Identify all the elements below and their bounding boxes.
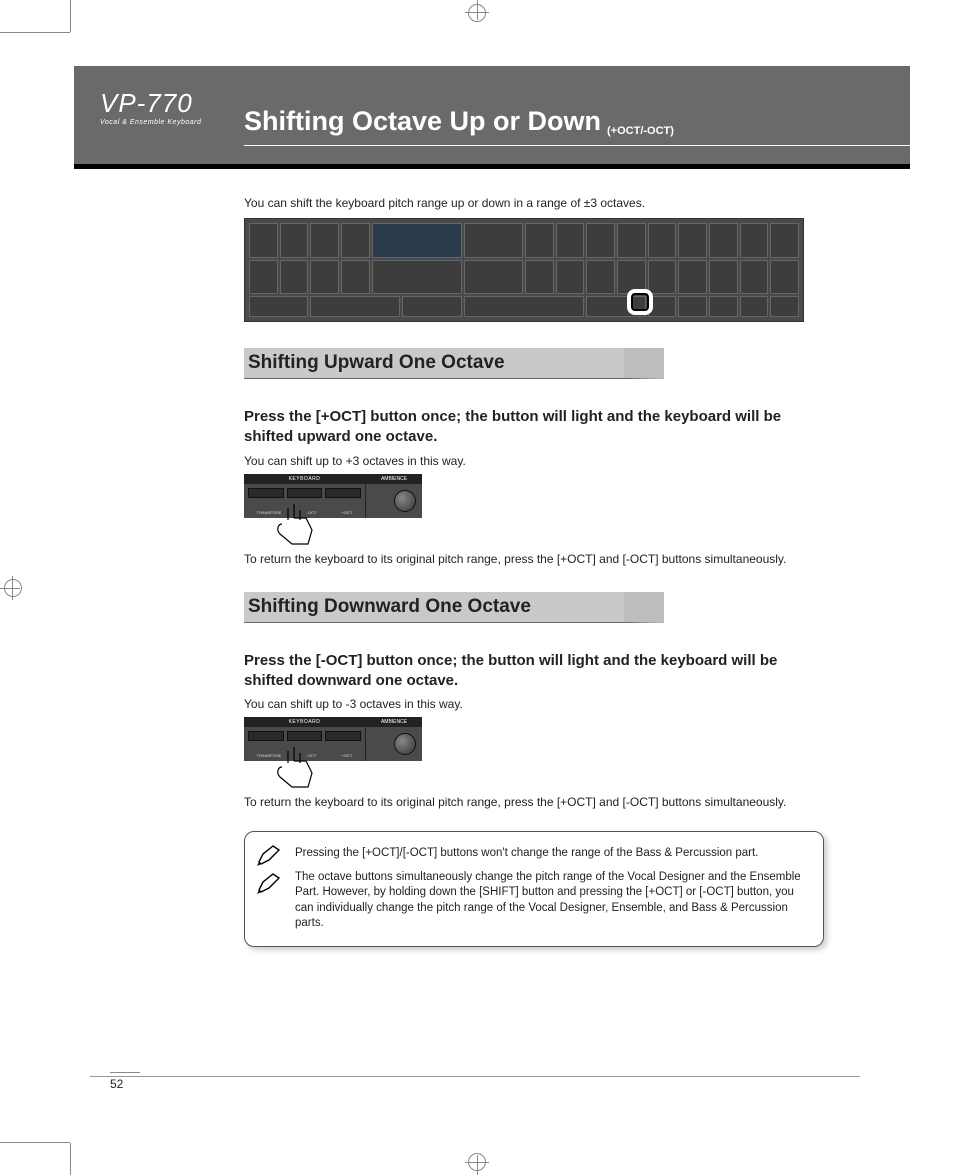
hand-press-icon <box>264 743 324 791</box>
crop-mark <box>70 1143 71 1175</box>
depth-knob-icon <box>394 490 416 512</box>
note-box: Pressing the [+OCT]/[-OCT] buttons won't… <box>244 831 824 947</box>
step-down: Press the [-OCT] button once; the button… <box>244 651 824 692</box>
intro-text: You can shift the keyboard pitch range u… <box>244 196 824 210</box>
range-up: You can shift up to +3 octaves in this w… <box>244 454 824 468</box>
crop-mark <box>468 1153 486 1171</box>
crop-mark <box>0 32 70 33</box>
mini-kb-label: KEYBOARD <box>244 717 365 727</box>
section-heading-up: Shifting Upward One Octave <box>244 348 664 379</box>
range-down: You can shift up to -3 octaves in this w… <box>244 697 824 711</box>
mini-amb-label: AMBIENCE <box>366 474 422 484</box>
note-icon <box>257 872 283 894</box>
return-down: To return the keyboard to its original p… <box>244 795 824 809</box>
crop-mark <box>4 579 22 597</box>
step-up: Press the [+OCT] button once; the button… <box>244 407 824 448</box>
note-icon <box>257 844 283 866</box>
page-number: 52 <box>110 1072 140 1091</box>
header-underline <box>74 164 910 169</box>
mini-kb-label: KEYBOARD <box>244 474 365 484</box>
mini-btn-label: +OCT <box>342 510 353 515</box>
depth-knob-icon <box>394 733 416 755</box>
page-title: Shifting Octave Up or Down <box>244 106 601 137</box>
section-heading-down: Shifting Downward One Octave <box>244 592 664 623</box>
crop-mark <box>0 1142 70 1143</box>
content-column: You can shift the keyboard pitch range u… <box>244 196 824 947</box>
manual-page: VP-770 Vocal & Ensemble Keyboard Shiftin… <box>0 0 954 1175</box>
hand-press-icon <box>264 500 324 548</box>
page-title-bar: Shifting Octave Up or Down (+OCT/-OCT) <box>244 106 910 146</box>
note-1: Pressing the [+OCT]/[-OCT] buttons won't… <box>295 846 809 862</box>
footer-rule <box>90 1076 860 1077</box>
mini-amb-label: AMBIENCE <box>366 717 422 727</box>
keyboard-section-highlight-icon <box>627 289 653 315</box>
note-2: The octave buttons simultaneously change… <box>295 870 809 932</box>
return-up: To return the keyboard to its original p… <box>244 552 824 566</box>
product-subtitle: Vocal & Ensemble Keyboard <box>100 119 201 126</box>
mini-btn-label: +OCT <box>342 753 353 758</box>
crop-mark <box>468 4 486 22</box>
page-title-suffix: (+OCT/-OCT) <box>607 125 674 143</box>
crop-mark <box>70 0 71 32</box>
front-panel-diagram <box>244 218 804 322</box>
mini-panel-down: KEYBOARD TRANSPOSE -OCT +OCT AMBIENCE <box>244 717 422 779</box>
product-logo: VP-770 Vocal & Ensemble Keyboard <box>100 88 201 126</box>
mini-panel-up: KEYBOARD TRANSPOSE -OCT +OCT AMBIENCE <box>244 474 422 536</box>
product-model: VP-770 <box>100 88 201 119</box>
